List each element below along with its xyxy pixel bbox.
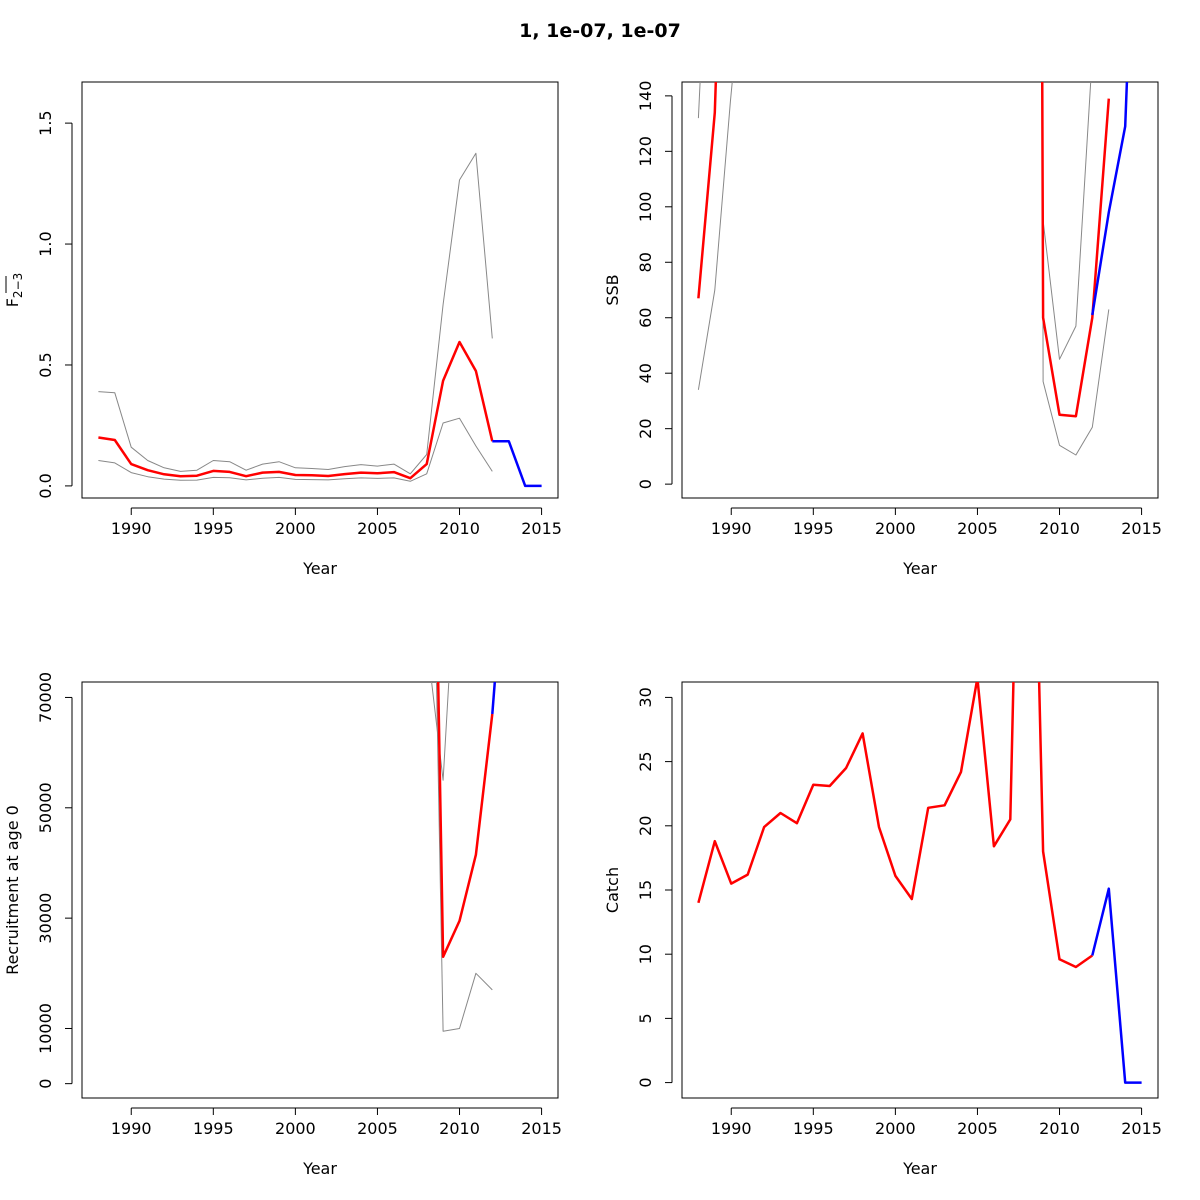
y-tick-label: 50000	[36, 782, 55, 833]
series-line-estimate	[1040, 82, 1111, 418]
series-line-estimate	[98, 340, 494, 480]
x-tick-label: 1995	[193, 519, 234, 538]
chart-panel-3: 1990 1995 2000 2005 2010 2015 Year 0 10000 30000 5…	[3, 672, 562, 1178]
series-line-estimate	[697, 682, 1015, 904]
y-tick-label: 0.5	[36, 352, 55, 377]
y-axis: 0 20 40 60 80 100 120 140	[636, 81, 673, 489]
plot-frame	[81, 81, 559, 499]
y-axis-label: Catch	[603, 867, 622, 913]
series-line-upper	[98, 152, 493, 475]
x-tick-label: 2010	[1039, 519, 1080, 538]
series-group	[697, 682, 1142, 1084]
y-axis-label-subscript: 2−3	[11, 273, 25, 298]
series-line-upper	[1042, 82, 1092, 360]
x-tick-label: 2015	[1121, 1119, 1162, 1138]
x-axis: 1990 1995 2000 2005 2010 2015	[111, 1107, 562, 1138]
x-tick-label: 2015	[521, 519, 562, 538]
x-axis: 1990 1995 2000 2005 2010 2015	[711, 507, 1162, 538]
x-tick-label: 2015	[1121, 519, 1162, 538]
y-tick-label: 20	[636, 816, 655, 836]
x-tick-label: 1990	[111, 519, 152, 538]
x-tick-label: 2000	[875, 519, 916, 538]
x-tick-label: 2015	[521, 1119, 562, 1138]
x-axis-label: Year	[302, 1159, 337, 1178]
series-line-estimate	[1037, 682, 1094, 969]
x-tick-label: 2005	[957, 1119, 998, 1138]
plot-frame	[681, 681, 1159, 1099]
figure-title: 1, 1e-07, 1e-07	[519, 20, 681, 42]
y-axis: 0 5 10 15 20 25 30	[636, 687, 673, 1088]
y-axis-label: SSB	[603, 274, 622, 305]
x-axis: 1990 1995 2000 2005 2010 2015	[111, 507, 562, 538]
x-tick-label: 2000	[275, 519, 316, 538]
x-tick-label: 1995	[793, 1119, 834, 1138]
series-line-forecast	[491, 682, 497, 715]
y-tick-label: 100	[636, 192, 655, 223]
y-tick-label: 10	[636, 944, 655, 964]
series-line-estimate	[436, 682, 494, 959]
x-tick-label: 1990	[711, 1119, 752, 1138]
series-line-lower	[98, 417, 493, 482]
y-tick-label: 0	[36, 1079, 55, 1089]
series-line-lower	[697, 82, 733, 390]
x-tick-label: 2010	[439, 519, 480, 538]
plot-frame	[681, 81, 1159, 499]
y-tick-label: 1.5	[36, 110, 55, 135]
y-axis: 0 10000 30000 50000 70000	[36, 672, 73, 1089]
y-tick-label: 40	[636, 363, 655, 383]
series-line-lower	[436, 682, 493, 1032]
y-tick-label: 60	[636, 308, 655, 328]
y-tick-label: 0	[636, 1077, 655, 1087]
y-tick-label: 15	[636, 880, 655, 900]
chart-panel-1: 1990 1995 2000 2005 2010 2015 Year 0.0 0.5 1.0 1.5…	[3, 81, 562, 578]
y-tick-label: 0	[636, 479, 655, 489]
x-tick-label: 1995	[193, 1119, 234, 1138]
x-tick-label: 2000	[875, 1119, 916, 1138]
x-tick-label: 2005	[357, 519, 398, 538]
x-axis-label: Year	[902, 1159, 937, 1178]
x-tick-label: 2005	[957, 519, 998, 538]
series-line-forecast	[1091, 887, 1142, 1084]
plot-frame	[81, 681, 559, 1099]
chart-panel-2: 1990 1995 2000 2005 2010 2015 Year 0 20 40 60 80 100…	[603, 81, 1162, 578]
x-tick-label: 2005	[357, 1119, 398, 1138]
y-tick-label: 0.0	[36, 473, 55, 498]
x-axis-label: Year	[902, 559, 937, 578]
x-tick-label: 2000	[275, 1119, 316, 1138]
x-axis-label: Year	[302, 559, 337, 578]
series-group	[98, 152, 542, 488]
series-line-upper	[697, 82, 701, 119]
y-axis-label: Recruitment at age 0	[3, 805, 22, 975]
y-tick-label: 30000	[36, 893, 55, 944]
y-tick-label: 5	[636, 1013, 655, 1023]
series-group	[697, 82, 1129, 456]
y-tick-label: 80	[636, 252, 655, 272]
y-tick-label: 140	[636, 81, 655, 112]
series-line-forecast	[492, 439, 542, 488]
series-line-upper	[431, 682, 450, 781]
y-tick-label: 30	[636, 687, 655, 707]
x-tick-label: 2010	[1039, 1119, 1080, 1138]
y-tick-label: 1.0	[36, 231, 55, 256]
y-tick-label: 120	[636, 136, 655, 167]
x-tick-label: 2010	[439, 1119, 480, 1138]
series-line-forecast	[1091, 82, 1129, 316]
x-tick-label: 1995	[793, 519, 834, 538]
x-tick-label: 1990	[711, 519, 752, 538]
x-tick-label: 1990	[111, 1119, 152, 1138]
y-tick-label: 25	[636, 751, 655, 771]
y-tick-label: 10000	[36, 1003, 55, 1054]
series-group	[431, 682, 497, 1032]
chart-panel-4: 1990 1995 2000 2005 2010 2015 Year 0 5 10 15 20 25 30…	[603, 681, 1162, 1178]
y-axis: 0.0 0.5 1.0 1.5	[36, 110, 73, 499]
x-axis: 1990 1995 2000 2005 2010 2015	[711, 1107, 1162, 1138]
y-tick-label: 20	[636, 418, 655, 438]
y-tick-label: 70000	[36, 672, 55, 723]
series-line-estimate	[697, 82, 718, 299]
